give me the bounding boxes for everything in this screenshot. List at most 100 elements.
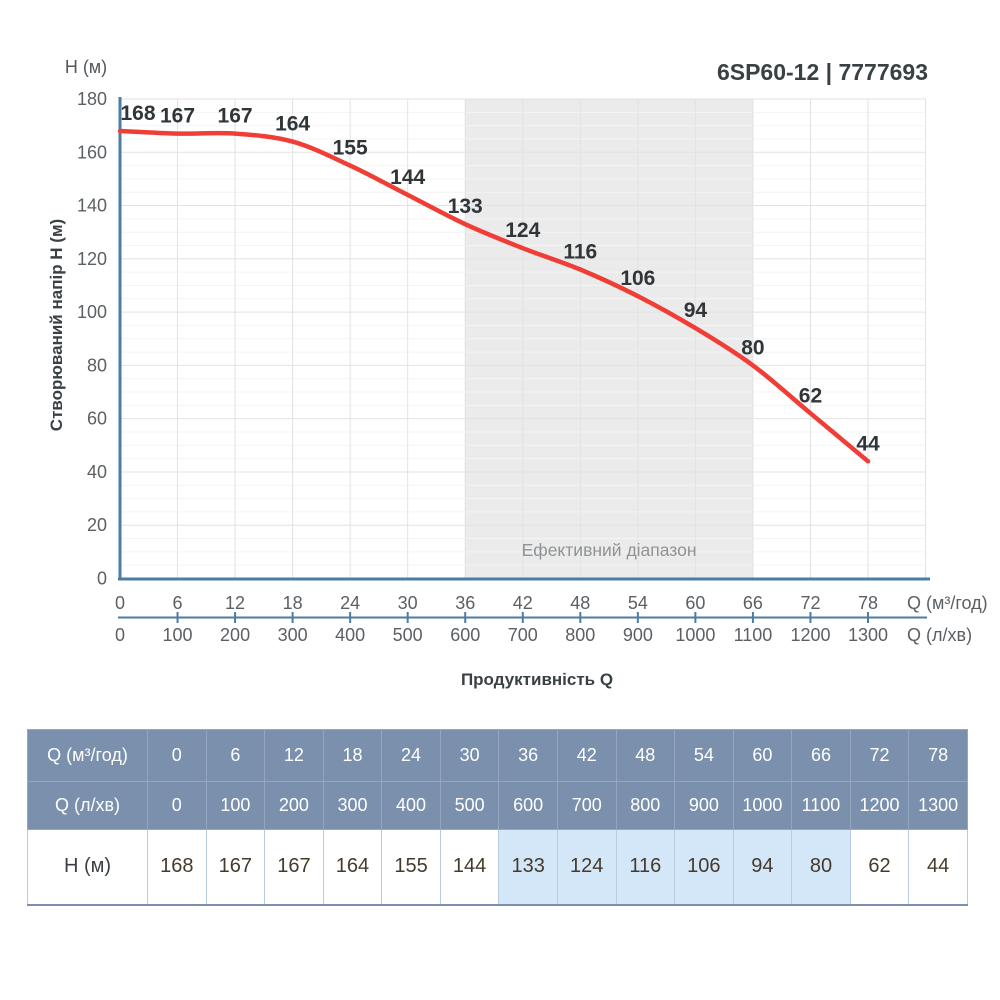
table-cell: 168 bbox=[147, 829, 207, 906]
table-row-label: Q (м³/год) bbox=[27, 729, 148, 782]
curve-point-label: 133 bbox=[448, 195, 483, 218]
y-tick-label: 140 bbox=[77, 196, 107, 216]
curve-point-label: 168 bbox=[120, 102, 155, 125]
curve-point-label: 44 bbox=[856, 432, 880, 455]
curve-point-label: 167 bbox=[160, 105, 195, 128]
curve-point-label: 62 bbox=[799, 384, 822, 407]
table-cell: 1000 bbox=[732, 781, 793, 830]
curve-point-label: 164 bbox=[275, 113, 310, 136]
y-axis-unit-label: H (м) bbox=[65, 57, 107, 77]
x-tick-label-primary: 30 bbox=[398, 593, 418, 613]
curve-point-label: 124 bbox=[505, 219, 540, 242]
x-tick-label-secondary: 300 bbox=[278, 625, 308, 645]
x-tick-label-primary: 42 bbox=[513, 593, 533, 613]
table-cell: 12 bbox=[264, 729, 324, 782]
y-axis-title: Створюваний напір H (м) bbox=[47, 219, 66, 431]
x-tick-label-secondary: 400 bbox=[335, 625, 365, 645]
x-tick-label-secondary: 600 bbox=[450, 625, 480, 645]
table-cell: 6 bbox=[205, 729, 266, 782]
y-tick-label: 120 bbox=[77, 249, 107, 269]
table-cell: 94 bbox=[732, 829, 793, 906]
table-cell: 42 bbox=[556, 729, 617, 782]
table-cell: 54 bbox=[674, 729, 734, 782]
table-cell: 700 bbox=[556, 781, 617, 830]
table-cell: 0 bbox=[147, 781, 207, 830]
y-tick-label: 80 bbox=[87, 355, 107, 375]
x-tick-label-primary: 54 bbox=[628, 593, 648, 613]
x-tick-label-primary: 6 bbox=[173, 593, 183, 613]
curve-point-label: 94 bbox=[684, 299, 708, 322]
curve-point-label: 116 bbox=[563, 240, 597, 263]
table-cell: 200 bbox=[264, 781, 324, 830]
pump-curve-chart: Ефективний діапазон 0 20 40 60 80 100 120 140 160… bbox=[47, 57, 988, 689]
table-cell: 124 bbox=[556, 829, 617, 906]
table-cell: 116 bbox=[615, 829, 676, 906]
x-axis-unit-primary: Q (м³/год) bbox=[907, 593, 988, 613]
x-tick-label-secondary: 1300 bbox=[848, 625, 888, 645]
table-cell: 164 bbox=[322, 829, 383, 906]
chart-generated-layer: Ефективний діапазон 0 20 40 60 80 100 120 140 160… bbox=[77, 89, 930, 645]
table-cell: 1200 bbox=[849, 781, 910, 830]
table-cell: 80 bbox=[791, 829, 851, 906]
y-tick-label: 40 bbox=[87, 462, 107, 482]
table-cell: 72 bbox=[849, 729, 910, 782]
x-tick-label-primary: 48 bbox=[570, 593, 590, 613]
table-cell: 66 bbox=[791, 729, 851, 782]
table-row: H (м) 168 167 167 164 155 144 133 124 116 106 94 80 6… bbox=[27, 829, 968, 906]
table-row-label: H (м) bbox=[27, 829, 148, 906]
table-cell: 1100 bbox=[791, 781, 851, 830]
table-cell: 18 bbox=[322, 729, 383, 782]
table-row-label: Q (л/хв) bbox=[27, 781, 148, 830]
table-cell: 155 bbox=[381, 829, 441, 906]
table-cell: 36 bbox=[498, 729, 558, 782]
x-tick-label-secondary: 900 bbox=[623, 625, 653, 645]
table-cell: 44 bbox=[908, 829, 968, 906]
x-tick-label-secondary: 1100 bbox=[734, 625, 773, 645]
y-tick-label: 20 bbox=[87, 515, 107, 535]
effective-range-label: Ефективний діапазон bbox=[522, 540, 697, 560]
y-tick-label: 100 bbox=[77, 302, 107, 322]
table-cell: 100 bbox=[205, 781, 266, 830]
y-tick-label: 180 bbox=[77, 89, 107, 109]
table-cell: 300 bbox=[322, 781, 383, 830]
x-tick-label-secondary: 700 bbox=[508, 625, 538, 645]
y-tick-label: 160 bbox=[77, 142, 107, 162]
x-tick-label-primary: 78 bbox=[858, 593, 878, 613]
table-cell: 167 bbox=[264, 829, 324, 906]
table-cell: 62 bbox=[849, 829, 910, 906]
table-cell: 60 bbox=[732, 729, 793, 782]
x-tick-label-primary: 36 bbox=[455, 593, 475, 613]
table-cell: 106 bbox=[674, 829, 734, 906]
curve-point-label: 80 bbox=[741, 336, 764, 359]
table-cell: 78 bbox=[908, 729, 968, 782]
x-tick-label-primary: 0 bbox=[115, 593, 125, 613]
x-tick-label-primary: 12 bbox=[225, 593, 245, 613]
table-cell: 1300 bbox=[908, 781, 968, 830]
pump-data-table: Q (м³/год) 0 6 12 18 24 30 36 42 48 54 60 66 72 78 Q (л… bbox=[27, 729, 968, 906]
table-row: Q (м³/год) 0 6 12 18 24 30 36 42 48 54 60 66 72 78 bbox=[27, 729, 968, 782]
x-axis-unit-secondary: Q (л/хв) bbox=[907, 625, 972, 645]
x-tick-label-secondary: 1200 bbox=[790, 625, 830, 645]
x-axis-title: Продуктивність Q bbox=[461, 670, 613, 689]
pump-curve bbox=[117, 128, 871, 464]
table-cell: 48 bbox=[615, 729, 676, 782]
curve-point-label: 144 bbox=[390, 166, 425, 189]
curve-point-label: 155 bbox=[333, 137, 368, 160]
table-cell: 144 bbox=[439, 829, 500, 906]
table-cell: 400 bbox=[381, 781, 441, 830]
x-tick-label-primary: 66 bbox=[743, 593, 763, 613]
x-tick-label-primary: 24 bbox=[340, 593, 360, 613]
curve-point-label: 106 bbox=[620, 267, 655, 290]
x-tick-label-secondary: 200 bbox=[220, 625, 250, 645]
table-cell: 167 bbox=[205, 829, 266, 906]
table-cell: 800 bbox=[615, 781, 676, 830]
x-tick-label-secondary: 500 bbox=[393, 625, 423, 645]
table-cell: 900 bbox=[674, 781, 734, 830]
curve-point-label: 167 bbox=[218, 105, 253, 128]
x-tick-label-secondary: 100 bbox=[163, 625, 193, 645]
y-tick-label: 60 bbox=[87, 409, 107, 429]
x-tick-label-secondary: 1000 bbox=[675, 625, 715, 645]
table-cell: 133 bbox=[498, 829, 558, 906]
table-cell: 30 bbox=[439, 729, 500, 782]
